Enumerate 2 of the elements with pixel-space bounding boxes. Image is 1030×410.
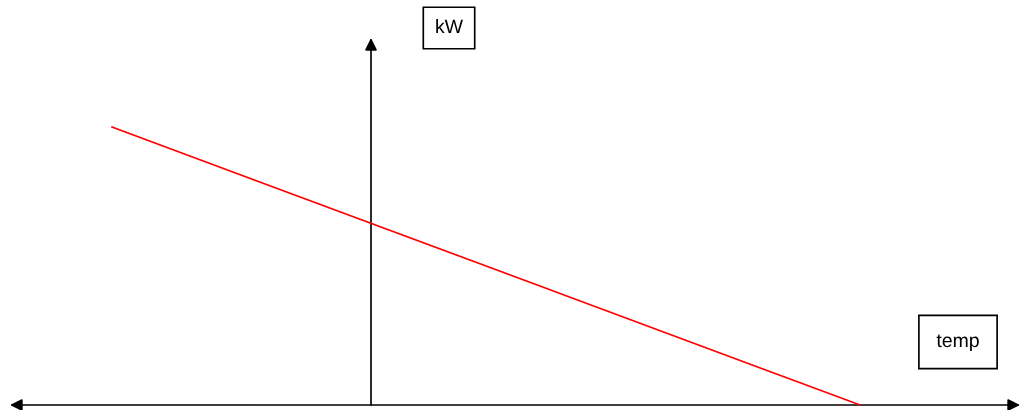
- y-axis-title: kW: [436, 18, 463, 34]
- x-axis-title: temp: [936, 334, 979, 352]
